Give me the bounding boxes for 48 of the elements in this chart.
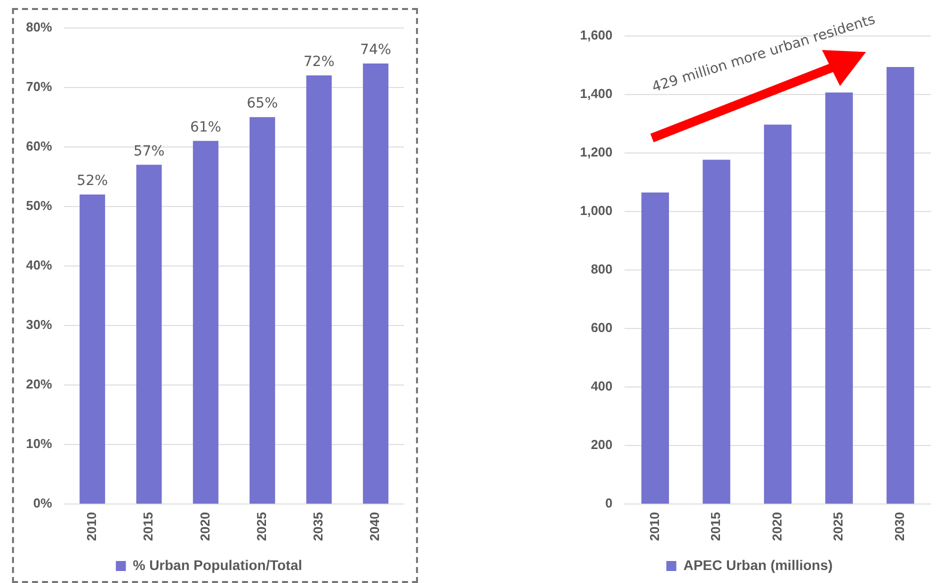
y-tick-label: 30% xyxy=(26,317,52,332)
text: 72% xyxy=(303,54,335,70)
bar xyxy=(250,117,276,504)
x-tick-label: 2025 xyxy=(830,512,846,541)
x-tick-label: 2015 xyxy=(140,512,156,541)
bar xyxy=(80,194,106,504)
bar xyxy=(192,140,218,504)
x-tick-label: 2010 xyxy=(646,512,662,541)
y-tick-label: 70% xyxy=(26,78,52,94)
x-tick-label: 2020 xyxy=(769,512,784,541)
text: 65% xyxy=(246,96,278,112)
x-tick-label: 2010 xyxy=(84,512,99,541)
x-tick-label: 2035 xyxy=(310,512,326,541)
legend-label: APEC Urban (millions) xyxy=(683,556,833,573)
x-tick-label: 2015 xyxy=(708,512,724,541)
y-tick-label: 40% xyxy=(26,258,52,273)
text: 57% xyxy=(133,143,165,160)
x-tick-label: 2020 xyxy=(197,512,212,541)
bar xyxy=(825,92,853,504)
y-tick-label: 1,600 xyxy=(580,28,613,43)
bar xyxy=(306,75,332,504)
x-tick-label: 2025 xyxy=(254,512,269,541)
y-tick-label: 0 xyxy=(605,496,613,511)
x-tick-label: 2040 xyxy=(367,512,382,541)
y-tick-label: 20% xyxy=(26,376,52,392)
y-tick-label: 60% xyxy=(26,138,52,154)
bar xyxy=(362,64,388,504)
y-tick-label: 400 xyxy=(590,378,613,394)
bar xyxy=(702,160,730,504)
y-tick-label: 800 xyxy=(590,262,613,277)
y-tick-label: 50% xyxy=(26,198,52,213)
legend-label: % Urban Population/Total xyxy=(132,556,302,573)
y-tick-label: 80% xyxy=(26,19,52,34)
bar xyxy=(764,124,792,504)
bar xyxy=(136,164,162,504)
text: 61% xyxy=(190,120,222,136)
y-tick-label: 1,200 xyxy=(580,144,613,160)
text: 74% xyxy=(360,42,392,58)
y-tick-label: 1,000 xyxy=(580,203,613,218)
y-tick-label: 200 xyxy=(590,437,613,452)
bar xyxy=(641,192,669,504)
y-tick-label: 10% xyxy=(26,436,52,452)
y-tick-label: 600 xyxy=(590,320,613,336)
y-tick-label: 0% xyxy=(33,496,52,511)
y-tick-label: 1,400 xyxy=(580,86,613,102)
x-tick-label: 2030 xyxy=(892,512,907,541)
text: 52% xyxy=(76,173,108,190)
bar xyxy=(886,67,914,504)
